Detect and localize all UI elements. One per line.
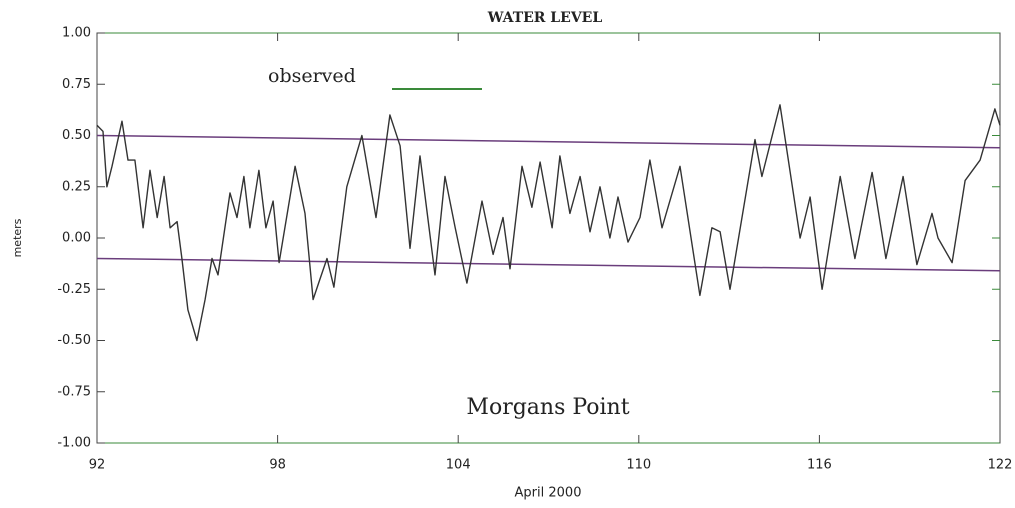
x-tick-label: 122: [988, 458, 1013, 473]
y-tick-label: 0.50: [62, 128, 91, 143]
y-axis-label: meters: [11, 218, 24, 257]
chart-title: WATER LEVEL: [487, 10, 603, 26]
reference-line: [96, 257, 1001, 272]
plot-frame: [96, 32, 1001, 444]
x-tick-label: 98: [269, 458, 286, 473]
y-tick-label: 0.00: [62, 231, 91, 246]
x-tick-label: 104: [446, 458, 471, 473]
y-tick-label: 0.25: [62, 179, 91, 194]
x-axis-label: April 2000: [515, 486, 582, 501]
y-tick-label: 0.75: [62, 77, 91, 92]
y-tick-label: -0.75: [57, 384, 91, 399]
x-tick-label: 92: [89, 458, 106, 473]
legend-label: observed: [268, 65, 356, 87]
annotation: Morgans Point: [466, 395, 629, 420]
y-tick-label: -0.50: [57, 333, 91, 348]
y-tick-label: -0.25: [57, 282, 91, 297]
y-tick-label: -1.00: [57, 436, 91, 451]
y-tick-label: 1.00: [62, 26, 91, 41]
reference-line: [96, 134, 1001, 149]
series-line: [96, 104, 1001, 342]
x-tick-label: 110: [626, 458, 651, 473]
x-tick-label: 116: [807, 458, 832, 473]
